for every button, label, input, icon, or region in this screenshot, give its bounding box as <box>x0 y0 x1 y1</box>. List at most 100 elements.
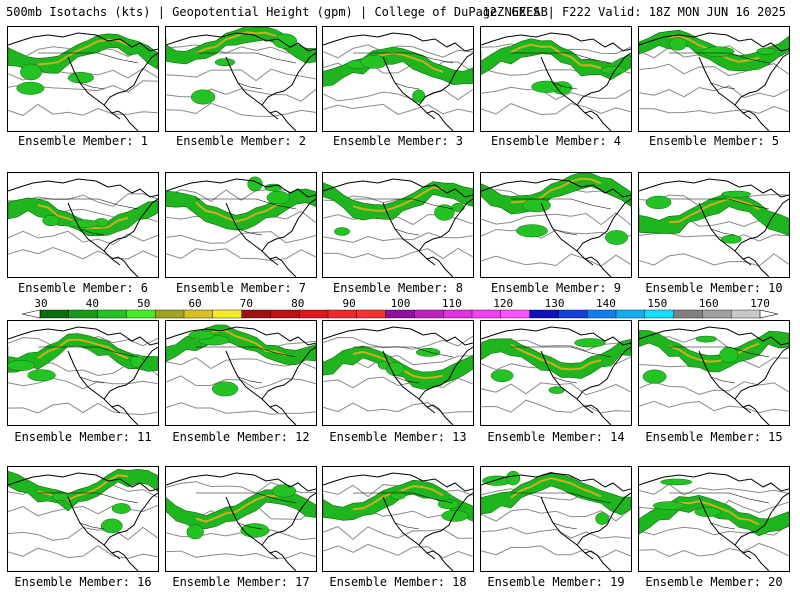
jet-core <box>510 43 602 70</box>
colorbar-segment <box>68 309 99 319</box>
coastline <box>8 32 158 131</box>
colorbar-max-arrow <box>759 309 779 319</box>
ensemble-member-label: Ensemble Member: 19 <box>487 575 625 589</box>
coastline <box>323 326 473 425</box>
height-contour <box>481 102 631 116</box>
isotach-cell <box>27 369 56 382</box>
isotach-cell <box>360 55 388 69</box>
isotach-cell <box>8 360 36 371</box>
isotach-cell <box>660 478 693 486</box>
height-contour <box>323 247 473 260</box>
isotach-cell <box>702 46 735 57</box>
ensemble-map-panel <box>165 172 317 278</box>
ensemble-map-panel <box>638 26 790 132</box>
isotach-cell <box>645 195 672 210</box>
isotach-cell <box>67 72 94 84</box>
ensemble-member-label: Ensemble Member: 2 <box>175 134 307 148</box>
height-contour <box>8 377 158 390</box>
isotach-cell <box>756 47 776 55</box>
jet-core <box>668 342 760 363</box>
colorbar-segment <box>154 309 185 319</box>
jet-core <box>352 186 444 212</box>
height-contour <box>639 381 789 396</box>
isotach-cell <box>600 65 627 75</box>
height-contour <box>323 88 473 102</box>
height-contour <box>323 543 473 559</box>
ensemble-map-panel <box>7 172 159 278</box>
colorbar-tick-label: 50 <box>137 297 151 310</box>
height-contour <box>8 402 158 416</box>
ensemble-member-label: Ensemble Member: 13 <box>329 430 467 444</box>
isotach-cell <box>20 63 42 81</box>
political-border <box>511 52 612 90</box>
isotach-cell <box>721 190 752 198</box>
isotach-cell <box>271 484 297 498</box>
ensemble-map-panel <box>638 320 790 426</box>
colorbar-segment <box>327 309 358 319</box>
coastline <box>639 472 789 571</box>
coastline <box>639 32 789 131</box>
header-title-left: 500mb Isotachs (kts) | Geopotential Heig… <box>6 5 548 19</box>
isotach-cell <box>68 219 100 228</box>
height-contour <box>8 526 158 541</box>
ensemble-map-panel <box>7 466 159 572</box>
ensemble-member-label: Ensemble Member: 9 <box>490 281 622 295</box>
isotach-cell <box>605 230 628 245</box>
colorbar-segment <box>702 309 732 319</box>
colorbar-segment <box>385 309 415 319</box>
ensemble-member-label: Ensemble Member: 8 <box>332 281 464 295</box>
colorbar-tick-label: 80 <box>291 297 305 310</box>
ensemble-map-panel <box>165 466 317 572</box>
isotach-cell <box>516 224 548 238</box>
ensemble-map-panel <box>322 466 474 572</box>
height-contour <box>481 399 631 414</box>
colorbar-tick-label: 90 <box>342 297 356 310</box>
height-contour <box>166 88 316 102</box>
jet-core <box>510 477 602 499</box>
isotach-cell <box>694 507 722 517</box>
isotach-cell <box>441 509 469 522</box>
ensemble-map-panel <box>638 172 790 278</box>
isotach-shading <box>481 173 631 215</box>
ensemble-member-label: Ensemble Member: 1 <box>17 134 149 148</box>
colorbar-segment <box>212 309 243 319</box>
political-border <box>511 492 612 530</box>
height-contour <box>481 526 631 539</box>
jet-core <box>510 343 602 371</box>
colorbar-segment <box>529 309 559 319</box>
height-contour <box>166 402 316 415</box>
height-contour <box>166 248 316 261</box>
ensemble-map-panel <box>480 172 632 278</box>
isotach-cell <box>719 346 739 364</box>
height-contour <box>323 335 473 350</box>
coastline <box>8 326 158 425</box>
ensemble-member-label: Ensemble Member: 17 <box>172 575 310 589</box>
colorbar-segment <box>97 309 127 319</box>
coastline <box>166 178 316 277</box>
ensemble-map-panel <box>322 172 474 278</box>
isotach-cell <box>52 491 69 502</box>
colorbar-segment <box>241 309 271 319</box>
ensemble-map-panel <box>480 320 632 426</box>
isotach-cell <box>652 501 686 511</box>
political-border <box>353 52 454 90</box>
colorbar-tick-label: 130 <box>544 297 565 310</box>
height-contour <box>481 545 631 559</box>
height-contour <box>8 246 158 260</box>
isotach-cell <box>186 524 204 540</box>
colorbar-tick-label: 60 <box>188 297 202 310</box>
colorbar-segment <box>471 309 502 319</box>
coastline <box>323 32 473 131</box>
isotach-cell <box>506 470 521 486</box>
ensemble-map-panel <box>7 26 159 132</box>
ensemble-member-label: Ensemble Member: 16 <box>14 575 152 589</box>
height-contour <box>639 483 789 496</box>
height-contour <box>639 105 789 114</box>
height-contour <box>481 253 631 267</box>
coastline <box>639 326 789 425</box>
isotach-cell <box>264 183 283 192</box>
isotach-cell <box>642 369 667 384</box>
height-contour <box>639 400 789 414</box>
isotach-cell <box>595 512 610 525</box>
colorbar-tick-label: 70 <box>239 297 254 310</box>
